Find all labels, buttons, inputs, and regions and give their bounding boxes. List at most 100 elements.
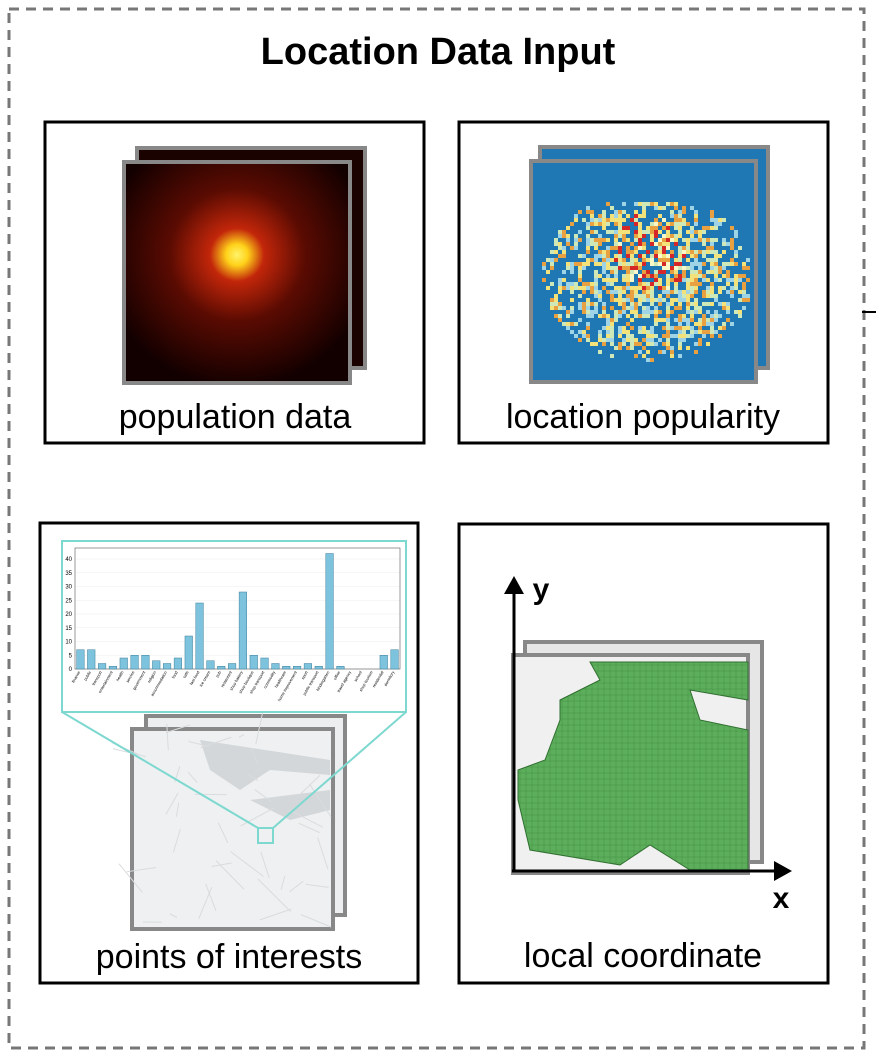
- pixel: [678, 254, 682, 258]
- pixel: [662, 254, 666, 258]
- y-tick-label: 15: [65, 626, 72, 632]
- pixel: [554, 242, 558, 246]
- pixel: [738, 298, 742, 302]
- pixel: [690, 238, 694, 242]
- pixel: [686, 278, 690, 282]
- pixel: [702, 238, 706, 242]
- pixel: [690, 326, 694, 330]
- pixel: [550, 258, 554, 262]
- pixel: [718, 222, 722, 226]
- pixel: [694, 322, 698, 326]
- y-tick-label: 20: [65, 612, 72, 618]
- pixel: [622, 234, 626, 238]
- pixel: [710, 210, 714, 214]
- pixel: [662, 238, 666, 242]
- pixel: [706, 302, 710, 306]
- pixel: [614, 290, 618, 294]
- pixel: [650, 294, 654, 298]
- pixel: [622, 238, 626, 242]
- pixel: [714, 298, 718, 302]
- pixel: [730, 322, 734, 326]
- pixel: [682, 318, 686, 322]
- pixel: [682, 266, 686, 270]
- pixel: [686, 310, 690, 314]
- pixel: [718, 218, 722, 222]
- pixel: [646, 270, 650, 274]
- pixel: [610, 290, 614, 294]
- pixel: [630, 302, 634, 306]
- pixel: [682, 210, 686, 214]
- pixel: [646, 274, 650, 278]
- pixel: [562, 322, 566, 326]
- pixel: [586, 310, 590, 314]
- pixel: [566, 238, 570, 242]
- pixel: [686, 230, 690, 234]
- bar: [315, 666, 323, 669]
- pixel: [570, 298, 574, 302]
- pixel: [614, 274, 618, 278]
- pixel: [662, 242, 666, 246]
- pixel: [686, 286, 690, 290]
- pixel: [558, 246, 562, 250]
- pixel: [674, 334, 678, 338]
- pixel: [678, 338, 682, 342]
- pixel: [654, 222, 658, 226]
- pixel: [650, 274, 654, 278]
- pixel: [662, 318, 666, 322]
- bar: [109, 666, 117, 669]
- pixel: [670, 350, 674, 354]
- pixel: [626, 270, 630, 274]
- pixel: [658, 298, 662, 302]
- pixel: [674, 266, 678, 270]
- pixel: [670, 302, 674, 306]
- pixel: [618, 246, 622, 250]
- pixel: [634, 354, 638, 358]
- pixel: [618, 210, 622, 214]
- pixel: [682, 290, 686, 294]
- pixel: [690, 294, 694, 298]
- bar: [77, 650, 85, 669]
- pixel: [602, 266, 606, 270]
- bar: [131, 655, 139, 669]
- pixel: [686, 250, 690, 254]
- pixel: [654, 242, 658, 246]
- pixel: [706, 258, 710, 262]
- pixel: [682, 270, 686, 274]
- pixel: [706, 250, 710, 254]
- pixel: [586, 250, 590, 254]
- pixel: [602, 258, 606, 262]
- pixel: [718, 290, 722, 294]
- pixel: [618, 222, 622, 226]
- pixel: [730, 242, 734, 246]
- pixel: [706, 294, 710, 298]
- pixel: [642, 286, 646, 290]
- pixel: [558, 242, 562, 246]
- pixel: [690, 302, 694, 306]
- pixel: [626, 246, 630, 250]
- arrow: [504, 576, 524, 594]
- pixel: [642, 270, 646, 274]
- pixel: [710, 322, 714, 326]
- pixel: [630, 270, 634, 274]
- pixel: [662, 206, 666, 210]
- pixel: [630, 326, 634, 330]
- pixel: [578, 306, 582, 310]
- pixel: [726, 274, 730, 278]
- pixel: [734, 230, 738, 234]
- pixel: [562, 286, 566, 290]
- pixel: [658, 262, 662, 266]
- axis-label: y: [533, 573, 550, 606]
- arrow: [774, 861, 792, 881]
- pixel: [666, 246, 670, 250]
- pixel: [558, 282, 562, 286]
- pixel: [586, 226, 590, 230]
- pixel: [614, 310, 618, 314]
- pixel: [646, 282, 650, 286]
- pixel: [674, 278, 678, 282]
- pixel: [670, 210, 674, 214]
- pixel: [570, 282, 574, 286]
- pixel: [642, 298, 646, 302]
- pixel: [666, 334, 670, 338]
- pixel: [690, 310, 694, 314]
- pixel: [630, 254, 634, 258]
